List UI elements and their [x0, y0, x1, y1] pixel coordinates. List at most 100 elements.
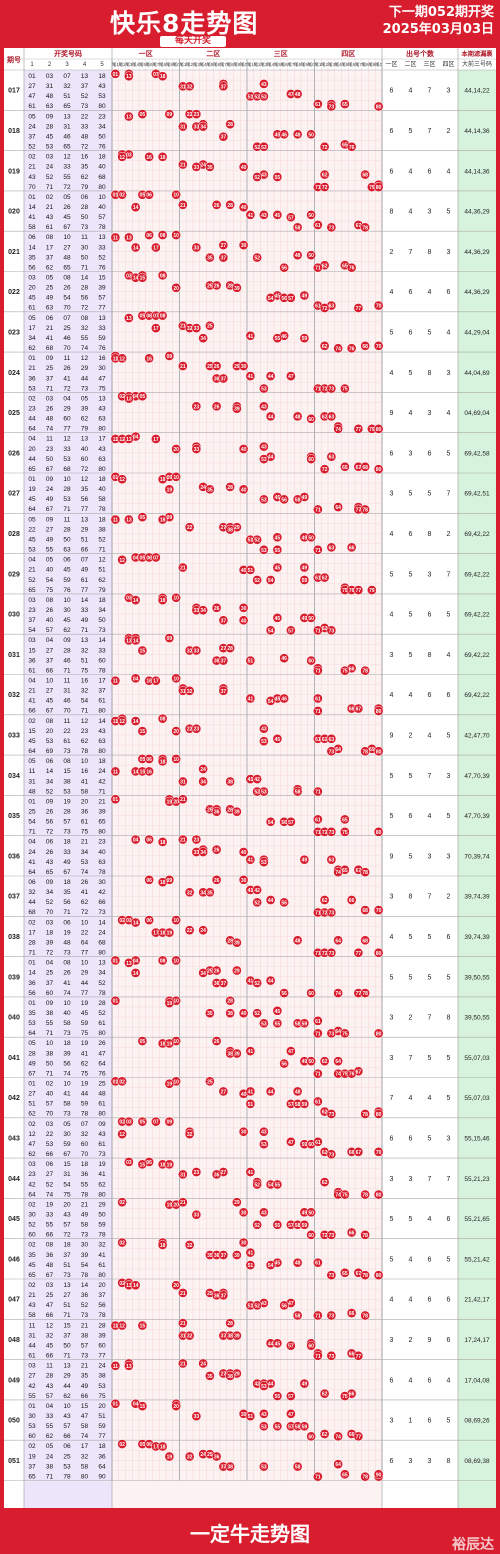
draw-number: 48: [46, 93, 54, 100]
hit-ball-label: 43: [261, 404, 267, 410]
hit-ball: [326, 1310, 337, 1321]
hit-ball-label: 02: [119, 1120, 125, 1126]
hit-ball-label: 55: [275, 175, 281, 181]
tail-header: 尾9: [166, 62, 174, 68]
hit-ball-label: 26: [214, 203, 220, 209]
hit-ball: [292, 1086, 303, 1097]
zone-count: 7: [447, 571, 451, 578]
hit-ball-label: 54: [268, 699, 274, 705]
hit-ball: [130, 968, 141, 978]
hit-ball-label: 62: [322, 344, 328, 350]
hit-ball: [272, 544, 283, 555]
draw-number: 09: [46, 879, 54, 886]
zone-count: 6: [428, 450, 432, 457]
hit-ball: [130, 834, 141, 845]
hit-ball: [346, 1227, 357, 1238]
hit-ball-label: 14: [133, 638, 139, 644]
draw-number: 06: [63, 919, 71, 926]
draw-number: 73: [63, 1030, 71, 1037]
draw-number: 51: [81, 657, 89, 664]
hit-ball-label: 11: [113, 356, 119, 362]
hit-ball-label: 71: [315, 507, 321, 513]
zone-count: 4: [409, 1377, 413, 1384]
hit-ball-label: 43: [261, 1130, 267, 1136]
hit-ball: [367, 585, 377, 595]
hit-ball: [286, 371, 296, 381]
hit-ball-label: 41: [248, 888, 254, 894]
hit-ball-label: 57: [288, 1223, 294, 1229]
hit-ball-label: 36: [214, 981, 220, 987]
zone-count: 4: [447, 1377, 451, 1384]
draw-number: 01: [28, 476, 36, 483]
hit-ball-label: 70: [376, 344, 382, 350]
hit-ball-label: 20: [173, 447, 179, 453]
hit-ball-label: 29: [234, 1372, 240, 1378]
hit-ball-label: 32: [187, 84, 193, 90]
tail-header: 尾3: [193, 62, 201, 68]
hit-ball-label: 66: [349, 545, 355, 551]
hit-ball-label: 43: [261, 727, 267, 733]
draw-number: 28: [81, 285, 89, 292]
hit-ball-label: 52: [254, 1223, 260, 1229]
draw-number: 72: [81, 144, 89, 151]
hit-ball-label: 18: [160, 931, 166, 937]
hit-ball-label: 72: [322, 910, 328, 916]
hit-ball-label: 04: [133, 435, 139, 441]
hit-ball: [117, 1197, 127, 1208]
draw-number: 25: [63, 1453, 71, 1460]
draw-number: 02: [28, 718, 36, 725]
hit-ball-label: 19: [167, 1203, 173, 1209]
tail-header: 尾5: [206, 62, 214, 68]
zone-count: 7: [428, 128, 432, 135]
zone-count: 4: [447, 410, 451, 417]
hit-ball-label: 13: [126, 638, 132, 644]
hit-ball: [279, 494, 289, 505]
hit-ball: [286, 293, 296, 303]
zone-header-4: 四区: [341, 50, 355, 58]
hit-ball-label: 62: [322, 1150, 328, 1156]
filter-value: 55,15,46: [464, 1135, 490, 1142]
hit-ball: [326, 1230, 337, 1240]
hit-ball-label: 80: [376, 1031, 382, 1037]
hit-ball-label: 60: [308, 417, 314, 423]
hit-ball-label: 58: [295, 1021, 301, 1027]
draw-number: 63: [98, 456, 106, 463]
draw-number: 71: [98, 547, 106, 554]
draw-number: 30: [28, 1413, 36, 1420]
hit-ball: [259, 1018, 269, 1029]
draw-number: 11: [81, 234, 88, 241]
draw-number: 64: [28, 869, 36, 876]
hit-ball-label: 50: [308, 1059, 314, 1065]
hit-ball: [333, 1056, 343, 1067]
hit-ball-label: 26: [214, 404, 220, 410]
hit-ball-label: 02: [119, 1241, 125, 1247]
hit-ball-label: 68: [362, 465, 368, 471]
draw-number: 65: [63, 103, 71, 110]
draw-number: 27: [28, 1373, 36, 1380]
hit-ball-label: 21: [180, 566, 186, 572]
hit-ball-label: 15: [140, 769, 146, 775]
draw-number: 78: [81, 1191, 89, 1198]
hit-ball-label: 45: [275, 495, 281, 501]
hit-ball-label: 25: [207, 324, 213, 330]
hit-ball-label: 25: [207, 969, 213, 975]
draw-number: 28: [63, 647, 71, 654]
zone-count: 4: [428, 813, 432, 820]
hit-ball-label: 09: [167, 354, 173, 360]
zone-count: 6: [447, 692, 451, 699]
draw-number: 15: [28, 647, 36, 654]
hit-ball: [171, 915, 181, 925]
hit-ball-label: 33: [194, 165, 200, 171]
hit-ball-label: 56: [281, 266, 287, 272]
hit-ball-label: 57: [288, 1344, 294, 1350]
hit-ball-label: 37: [221, 84, 227, 90]
hit-ball-label: 79: [369, 427, 375, 433]
zone-count: 6: [390, 168, 394, 175]
hit-ball-label: 51: [248, 1102, 254, 1108]
next-draw-info: 下一期052期开奖 2025年03月03日: [383, 4, 494, 38]
hit-ball-label: 37: [221, 981, 227, 987]
zone-count: 6: [390, 1377, 394, 1384]
hit-ball: [238, 602, 249, 613]
tail-header: 尾7: [355, 62, 363, 68]
hit-ball: [360, 461, 370, 472]
